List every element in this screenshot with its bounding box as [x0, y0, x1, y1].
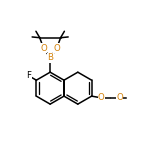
Text: O: O	[40, 44, 47, 53]
Text: F: F	[27, 71, 32, 81]
Text: O: O	[98, 93, 105, 102]
Text: O: O	[53, 44, 60, 53]
Text: B: B	[47, 53, 53, 62]
Text: O: O	[116, 93, 123, 102]
